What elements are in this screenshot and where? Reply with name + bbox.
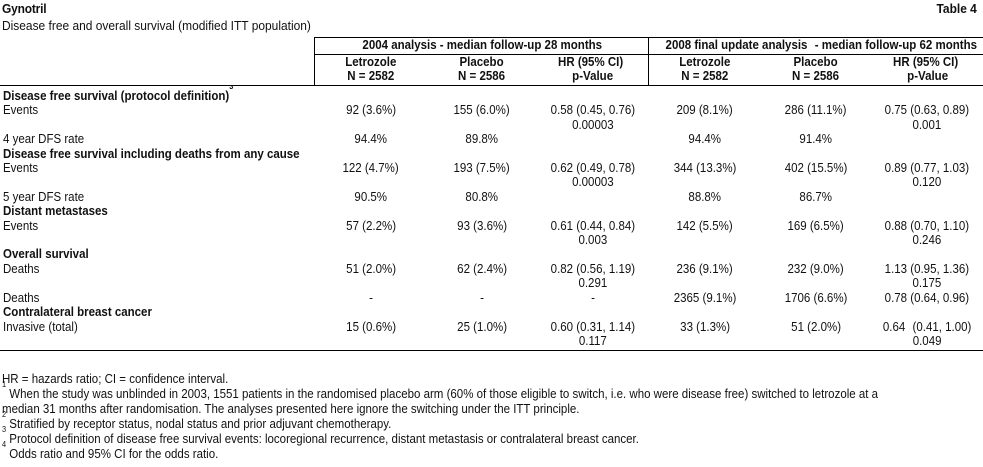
footnote-4: 4 Odds ratio and 95% CI for the odds rat… (2, 440, 219, 462)
section-row: Disease free survival including deaths f… (3, 146, 300, 161)
footnote-3: 3 Protocol definition of disease free su… (2, 425, 639, 447)
section-row: Distant metastases (3, 204, 108, 219)
table-row: 5 year DFS rate 90.5% 80.8% 88.8% 86.7% (3, 189, 833, 204)
footnote-1-continued: median 31 months after randomisation. Th… (2, 402, 580, 417)
table-subtitle: Disease free and overall survival (modif… (2, 18, 311, 33)
survival-table: 2004 analysis - median follow-up 28 mont… (0, 37, 983, 351)
table-number: Table 4 (936, 1, 977, 16)
section-row: Contralateral breast cancer (3, 305, 152, 320)
table-row: Events 122 (4.7%) 193 (7.5%) 0.62 (0.49,… (3, 161, 970, 190)
brand-name: Gynotril (2, 1, 47, 16)
footnote-abbreviations: HR = hazards ratio; CI = confidence inte… (2, 372, 229, 386)
col-placebo-2004: Placebo N = 2586 (426, 54, 538, 86)
footnote-2: 2 Stratified by receptor status, nodal s… (2, 410, 392, 432)
group-header-row: 2004 analysis - median follow-up 28 mont… (0, 37, 983, 55)
footnote-1: 1 When the study was unblinded in 2003, … (2, 380, 879, 402)
table-row: Events 57 (2.2%) 93 (3.6%) 0.61 (0.44, 0… (3, 218, 970, 248)
group-2004-header: 2004 analysis - median follow-up 28 mont… (314, 37, 649, 55)
footnotes: HR = hazards ratio; CI = confidence inte… (2, 372, 977, 463)
table-row: Deaths - - - 2365 (9.1%) 1706 (6.6%) 0.7… (3, 290, 970, 305)
table-row: Deaths 51 (2.0%) 62 (2.4%) 0.82 (0.56, 1… (3, 261, 970, 291)
column-header-row: Letrozole N = 2582 Placebo N = 2586 HR (95… (0, 54, 983, 86)
table-row: 4 year DFS rate 94.4% 89.8% 94.4% 91.4% (3, 132, 833, 147)
table-row: Events 92 (3.6%) 155 (6.0%) 0.58 (0.45, … (3, 103, 970, 132)
section-row: Overall survival (3, 247, 89, 262)
table-row: Invasive (total) 15 (0.6%) 25 (1.0%) 0.6… (0, 319, 983, 351)
section-row: Disease free survival (protocol definiti… (3, 85, 234, 104)
col-hr-2004: HR (95% CI)2p-Value (537, 54, 649, 86)
col-hr-2008: HR (95% CI)2p-Value (871, 54, 983, 86)
col-placebo-2008: Placebo N = 2586 (760, 54, 872, 86)
col-letrozole-2008: Letrozole N = 2582 (648, 54, 761, 86)
col-letrozole-2004: Letrozole N = 2582 (314, 54, 427, 86)
group-2008-header: 2008 final update analysis1 - median fol… (648, 37, 983, 55)
